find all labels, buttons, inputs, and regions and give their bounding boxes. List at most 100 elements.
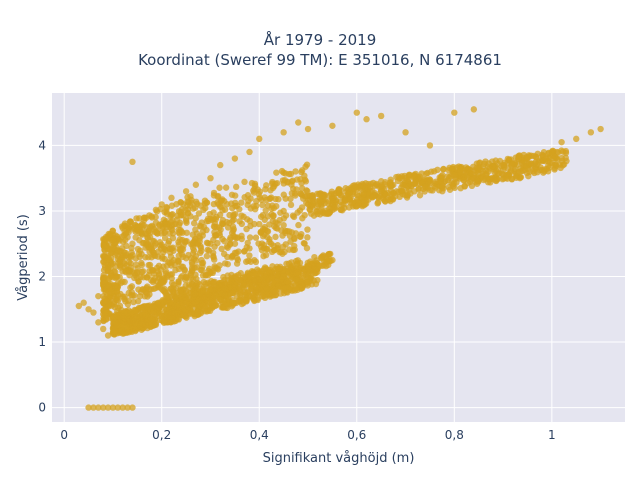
data-point: [129, 404, 136, 411]
data-point: [246, 234, 254, 241]
data-point: [241, 273, 249, 280]
data-point: [295, 221, 302, 229]
data-point: [161, 208, 168, 216]
data-point: [130, 298, 137, 306]
data-point: [123, 242, 130, 250]
data-point: [256, 188, 264, 195]
data-point: [131, 274, 138, 282]
data-point: [203, 252, 211, 260]
data-point: [373, 180, 380, 188]
data-point: [129, 158, 136, 166]
data-point: [104, 245, 111, 253]
data-point: [172, 266, 179, 274]
data-point: [194, 311, 201, 318]
data-point: [266, 236, 273, 243]
data-point: [263, 245, 270, 253]
data-point: [209, 268, 216, 275]
data-point: [104, 262, 112, 269]
y-tick-label: 1: [38, 335, 46, 349]
data-point: [402, 181, 409, 188]
data-point: [587, 129, 595, 136]
data-point: [349, 199, 356, 207]
data-point: [212, 216, 219, 223]
data-point: [296, 265, 303, 272]
data-point: [150, 308, 157, 315]
data-point: [259, 201, 266, 209]
data-point: [231, 233, 239, 241]
data-point: [240, 213, 247, 220]
data-point: [293, 285, 300, 292]
data-point: [280, 169, 287, 176]
data-point: [101, 274, 108, 281]
data-point: [245, 197, 252, 205]
data-point: [310, 266, 318, 273]
data-point: [261, 294, 269, 302]
data-point: [526, 168, 533, 176]
data-point: [114, 247, 122, 254]
data-point: [303, 244, 311, 252]
data-point: [262, 207, 269, 214]
x-tick-label: 0: [60, 428, 68, 442]
data-point: [558, 138, 565, 146]
data-point: [85, 306, 92, 313]
data-point: [168, 211, 175, 219]
data-point: [221, 197, 228, 205]
data-point: [188, 264, 196, 272]
data-point: [411, 180, 418, 188]
data-point: [191, 299, 198, 306]
y-tick-label: 0: [38, 401, 46, 415]
data-point: [508, 161, 515, 168]
data-point: [124, 404, 131, 411]
data-point: [272, 224, 279, 232]
data-point: [252, 234, 260, 241]
data-point: [229, 217, 236, 225]
data-point: [353, 109, 360, 116]
data-point: [423, 170, 430, 177]
data-point: [280, 129, 287, 136]
data-point: [206, 307, 214, 315]
data-point: [233, 292, 240, 300]
data-point: [194, 240, 202, 247]
data-point: [395, 188, 402, 196]
data-point: [144, 283, 151, 290]
data-point: [127, 284, 134, 291]
data-point: [221, 285, 229, 292]
data-point: [174, 257, 182, 264]
data-point: [128, 291, 135, 299]
data-point: [178, 206, 186, 213]
data-point: [168, 194, 175, 202]
data-point: [191, 290, 199, 298]
data-point: [112, 232, 119, 239]
data-point: [557, 164, 564, 172]
data-point: [410, 173, 418, 180]
data-point: [276, 216, 283, 224]
data-point: [171, 302, 179, 309]
data-point: [248, 179, 256, 187]
data-point: [109, 260, 117, 267]
data-point: [324, 210, 331, 218]
x-tick-label: 0,6: [347, 428, 366, 442]
data-point: [446, 186, 454, 193]
data-point: [342, 196, 350, 204]
data-point: [231, 240, 239, 247]
data-point: [282, 195, 289, 202]
data-point: [139, 319, 146, 326]
data-point: [246, 252, 253, 259]
data-point: [228, 191, 236, 198]
data-point: [360, 190, 367, 198]
data-point: [299, 215, 306, 222]
data-point: [218, 220, 226, 227]
y-tick-label: 2: [38, 270, 46, 284]
x-tick-label: 0,4: [250, 428, 269, 442]
x-tick-label: 1: [548, 428, 556, 442]
data-point: [226, 211, 233, 219]
data-point: [475, 165, 482, 172]
data-point: [272, 233, 279, 241]
data-point: [251, 220, 258, 228]
data-point: [597, 125, 604, 133]
data-point: [127, 264, 135, 271]
data-point: [430, 168, 438, 175]
data-point: [220, 250, 228, 258]
data-point: [168, 225, 175, 233]
